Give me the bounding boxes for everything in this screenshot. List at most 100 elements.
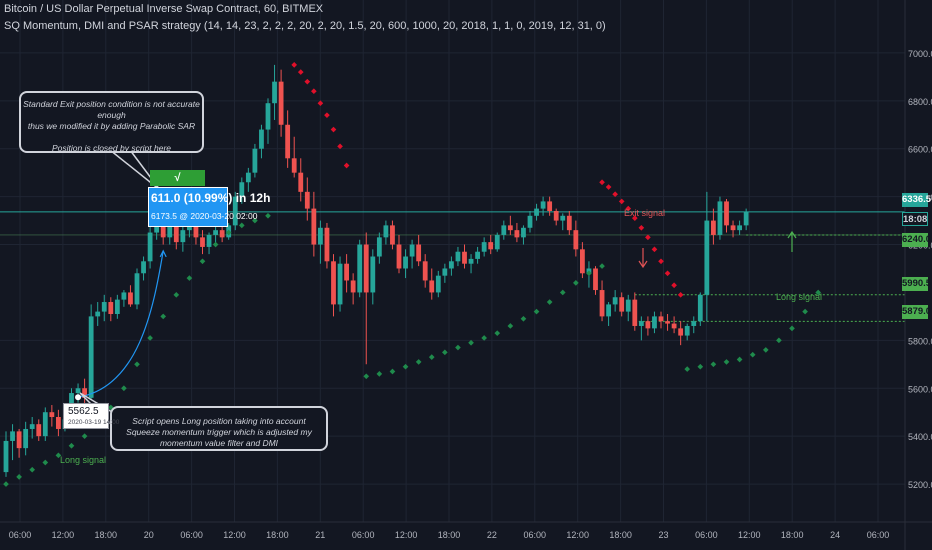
trade-path bbox=[77, 250, 164, 398]
candle-body bbox=[3, 440, 9, 473]
candle-body bbox=[671, 323, 677, 329]
candle-body bbox=[337, 263, 343, 305]
candle-body bbox=[23, 428, 29, 449]
psar-dot-up bbox=[265, 212, 271, 219]
candle-body bbox=[652, 316, 657, 329]
candle-body bbox=[16, 431, 22, 449]
candle-body bbox=[36, 424, 42, 437]
symbol-title[interactable]: Bitcoin / US Dollar Perpetual Inverse Sw… bbox=[4, 3, 324, 15]
time-tick-label: 12:00 bbox=[52, 530, 75, 540]
current-price-label: 6336.5 bbox=[902, 193, 932, 207]
candle-body bbox=[468, 258, 474, 264]
price-axis[interactable]: 7000.06800.06600.06400.06200.05800.05600… bbox=[904, 0, 932, 550]
psar-dot-up bbox=[710, 361, 717, 368]
exit-callout-line-3: Position is closed by script here bbox=[51, 143, 172, 153]
candle-body bbox=[88, 316, 94, 398]
psar-dot-up bbox=[749, 351, 756, 358]
price-tick-label: 6800.0 bbox=[908, 97, 932, 107]
time-tick-label: 06:00 bbox=[524, 530, 547, 540]
psar-dot-up bbox=[173, 292, 180, 298]
candle-body bbox=[507, 225, 513, 231]
bar-timer-label: 18:08 bbox=[902, 212, 928, 226]
psar-dot-down bbox=[324, 112, 330, 119]
candle-body bbox=[291, 158, 297, 173]
candle-body bbox=[147, 232, 153, 262]
candle-body bbox=[304, 191, 310, 209]
candle-body bbox=[422, 261, 428, 281]
psar-dot-up bbox=[186, 275, 193, 281]
entry-label: 5562.5 2020-03-19 14:00 bbox=[63, 403, 119, 429]
psar-dot-down bbox=[651, 246, 658, 253]
psar-dot-up bbox=[776, 337, 782, 344]
candle-body bbox=[167, 222, 173, 238]
candle-body bbox=[114, 299, 120, 314]
psar-dot-up bbox=[507, 323, 514, 329]
candle-body bbox=[717, 201, 723, 235]
psar-dot-up bbox=[428, 354, 435, 360]
psar-dot-up bbox=[415, 359, 422, 365]
candle-body bbox=[743, 211, 749, 226]
psar-dot-up bbox=[42, 459, 49, 466]
candle-body bbox=[239, 182, 245, 197]
candle-body bbox=[49, 412, 55, 417]
trade-path-arrow bbox=[159, 249, 167, 258]
candle-body bbox=[645, 321, 651, 329]
psar-dot-up bbox=[494, 330, 501, 336]
candle-body bbox=[612, 297, 618, 305]
candle-body bbox=[534, 208, 539, 216]
time-tick-label: 12:00 bbox=[566, 530, 589, 540]
candle-body bbox=[134, 273, 140, 305]
candle-body bbox=[206, 234, 212, 247]
entry-time: 2020-03-19 14:00 bbox=[68, 419, 120, 426]
candle-body bbox=[409, 244, 415, 257]
long-arrow-icon bbox=[787, 230, 797, 252]
candle-body bbox=[730, 225, 736, 231]
time-tick-label: 18:00 bbox=[95, 530, 118, 540]
psar-dot-down bbox=[664, 270, 671, 277]
candle-body bbox=[462, 251, 467, 264]
time-tick-label: 18:00 bbox=[438, 530, 461, 540]
psar-dot-up bbox=[442, 349, 448, 356]
candle-body bbox=[606, 304, 611, 317]
time-tick-label: 18:00 bbox=[609, 530, 632, 540]
candle-body bbox=[658, 316, 664, 322]
candle-body bbox=[593, 268, 598, 291]
psar-dot-down bbox=[631, 215, 638, 222]
psar-dot-down bbox=[330, 126, 337, 133]
psar-dot-up bbox=[147, 335, 153, 341]
candle-body bbox=[180, 230, 186, 243]
time-tick-label: 18:00 bbox=[781, 530, 804, 540]
psar-dot-down bbox=[618, 198, 625, 205]
exit-price-time: 6173.5 @ 2020-03-20 02:00 bbox=[151, 211, 258, 221]
time-axis[interactable]: 06:00 12:00 18:00 20 06:00 12:00 18:00 21 06:00 1… bbox=[0, 521, 932, 540]
candle-body bbox=[298, 172, 304, 192]
level-label-6240: 6240.0 bbox=[902, 233, 932, 247]
psar-dot-up bbox=[3, 481, 9, 487]
time-tick-label: 12:00 bbox=[395, 530, 418, 540]
price-tick-label: 5200.0 bbox=[908, 480, 932, 490]
candles bbox=[3, 64, 749, 477]
candle-body bbox=[344, 263, 349, 281]
psar-dot-down bbox=[671, 282, 677, 289]
price-tick-label: 6600.0 bbox=[908, 145, 932, 155]
psar-dot-up bbox=[121, 385, 127, 392]
psar-dot-up bbox=[736, 356, 743, 363]
psar-dot-up bbox=[789, 325, 795, 332]
candle-body bbox=[416, 244, 422, 262]
time-tick-label: 06:00 bbox=[867, 530, 890, 540]
candle-body bbox=[357, 244, 363, 293]
indicator-title[interactable]: SQ Momentum, DMI and PSAR strategy (14, … bbox=[4, 20, 606, 32]
time-tick-label: 23 bbox=[658, 530, 668, 540]
psar-dot-up bbox=[573, 280, 579, 286]
candle-body bbox=[711, 220, 716, 235]
psar-dot-up bbox=[815, 289, 822, 296]
psar-dot-down bbox=[311, 88, 317, 95]
candle-body bbox=[200, 237, 205, 247]
time-tick-label: 06:00 bbox=[180, 530, 203, 540]
psar-dot-up bbox=[225, 229, 232, 236]
candle-body bbox=[108, 302, 114, 314]
exit-callout-line-2: thus we modified it by adding Parabolic … bbox=[27, 121, 196, 131]
candle-body bbox=[442, 268, 448, 276]
psar-dot-up bbox=[520, 315, 527, 322]
